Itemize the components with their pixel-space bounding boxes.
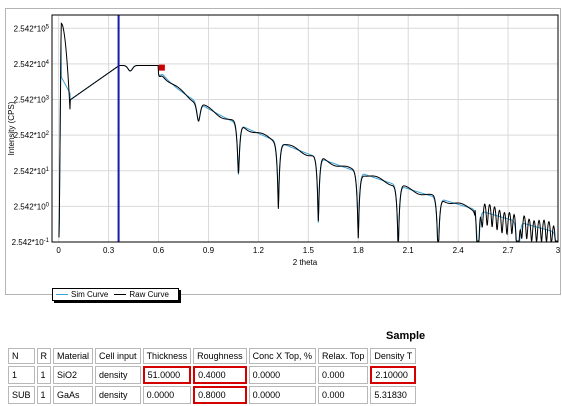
table-cell[interactable]: SiO2 [53,366,94,384]
x-tick-label: 2.1 [403,246,415,255]
table-cell[interactable]: 0.4000 [193,366,247,384]
y-tick-label: 2.542*100 [14,202,50,211]
chart-panel[interactable]: 2.542*105 2.542*104 2.542*103 2.542*102 2.54… [5,8,562,301]
table-cell[interactable]: 2.10000 [370,366,417,384]
raw-curve [58,22,558,243]
legend-swatch-raw [114,294,127,295]
sample-section-title: Sample [386,330,426,342]
table-row: SUB 1 GaAs density 0.0000 0.8000 0.0000 0.000 5.… [8,386,417,404]
column-header: Density T [370,348,417,364]
column-header: Cell input [95,348,141,364]
column-header: Conc X Top, % [248,348,316,364]
table-cell[interactable]: 0.0000 [248,366,316,384]
column-header: Thickness [142,348,192,364]
chart-legend: Sim Curve Raw Curve [52,288,179,301]
column-header: Material [53,348,94,364]
table-cell[interactable]: 51.0000 [142,366,192,384]
table-body: 1 1 SiO2 density 51.0000 0.4000 0.0000 0.000 2.1… [8,366,417,404]
x-axis-title: 2 theta [293,258,318,267]
x-tick-label: 3 [556,246,561,255]
table-cell[interactable]: density [95,386,141,404]
table-header-row: N R Material Cell input Thickness Roughness Co… [8,348,417,364]
x-tick-label: 2.7 [503,246,515,255]
column-header: Relax. Top [318,348,369,364]
y-tick-label: 2.542*101 [14,167,50,176]
table-cell[interactable]: GaAs [53,386,94,404]
column-header: Roughness [193,348,247,364]
x-tick-label: 1.2 [253,246,265,255]
column-header: R [36,348,52,364]
fit-marker[interactable] [158,64,165,71]
x-tick-label: 0.3 [103,246,115,255]
y-axis-title: Intensity (CPS) [7,101,16,155]
xrr-plot[interactable]: 2.542*105 2.542*104 2.542*103 2.542*102 2.54… [6,9,562,296]
table-cell[interactable]: density [95,366,141,384]
grid-layer [52,15,559,243]
y-tick-label: 2.542*104 [14,60,50,69]
sample-layer-table: N R Material Cell input Thickness Roughness Co… [6,346,418,406]
legend-item-raw: Raw Curve [114,290,169,299]
y-tick-label: 2.542*102 [14,131,50,140]
y-tick-labels: 2.542*105 2.542*104 2.542*103 2.542*102 2.54… [12,24,50,247]
y-tick-label: 2.542*105 [14,24,50,33]
table-row: 1 1 SiO2 density 51.0000 0.4000 0.0000 0.000 2.1… [8,366,417,384]
x-tick-label: 1.8 [353,246,365,255]
table-cell[interactable]: 1 [36,366,52,384]
x-tick-labels: 0 0.3 0.6 0.9 1.2 1.5 1.8 2.1 2.4 2.7 3 [56,246,560,255]
legend-swatch-sim [56,294,68,295]
table-cell[interactable]: 0.8000 [193,386,247,404]
legend-item-sim: Sim Curve [56,290,108,299]
curve-layer [58,22,558,243]
table-cell[interactable]: 1 [36,386,52,404]
x-tick-label: 0.6 [153,246,165,255]
table-cell[interactable]: 0.0000 [248,386,316,404]
plot-border [51,14,559,243]
legend-label-raw: Raw Curve [129,290,169,299]
table-cell[interactable]: 0.0000 [142,386,192,404]
legend-label-sim: Sim Curve [71,290,109,299]
y-tick-label: 2.542*10-1 [12,238,50,247]
x-tick-label: 2.4 [453,246,465,255]
x-tick-label: 0.9 [203,246,215,255]
table-cell[interactable]: 5.31830 [370,386,417,404]
table-cell[interactable]: 0.000 [318,366,369,384]
x-tick-label: 1.5 [303,246,315,255]
column-header: N [8,348,35,364]
y-tick-label: 2.542*103 [14,96,50,105]
x-tick-label: 0 [56,246,61,255]
table-cell[interactable]: 1 [8,366,35,384]
table-cell[interactable]: SUB [8,386,35,404]
table-cell[interactable]: 0.000 [318,386,369,404]
